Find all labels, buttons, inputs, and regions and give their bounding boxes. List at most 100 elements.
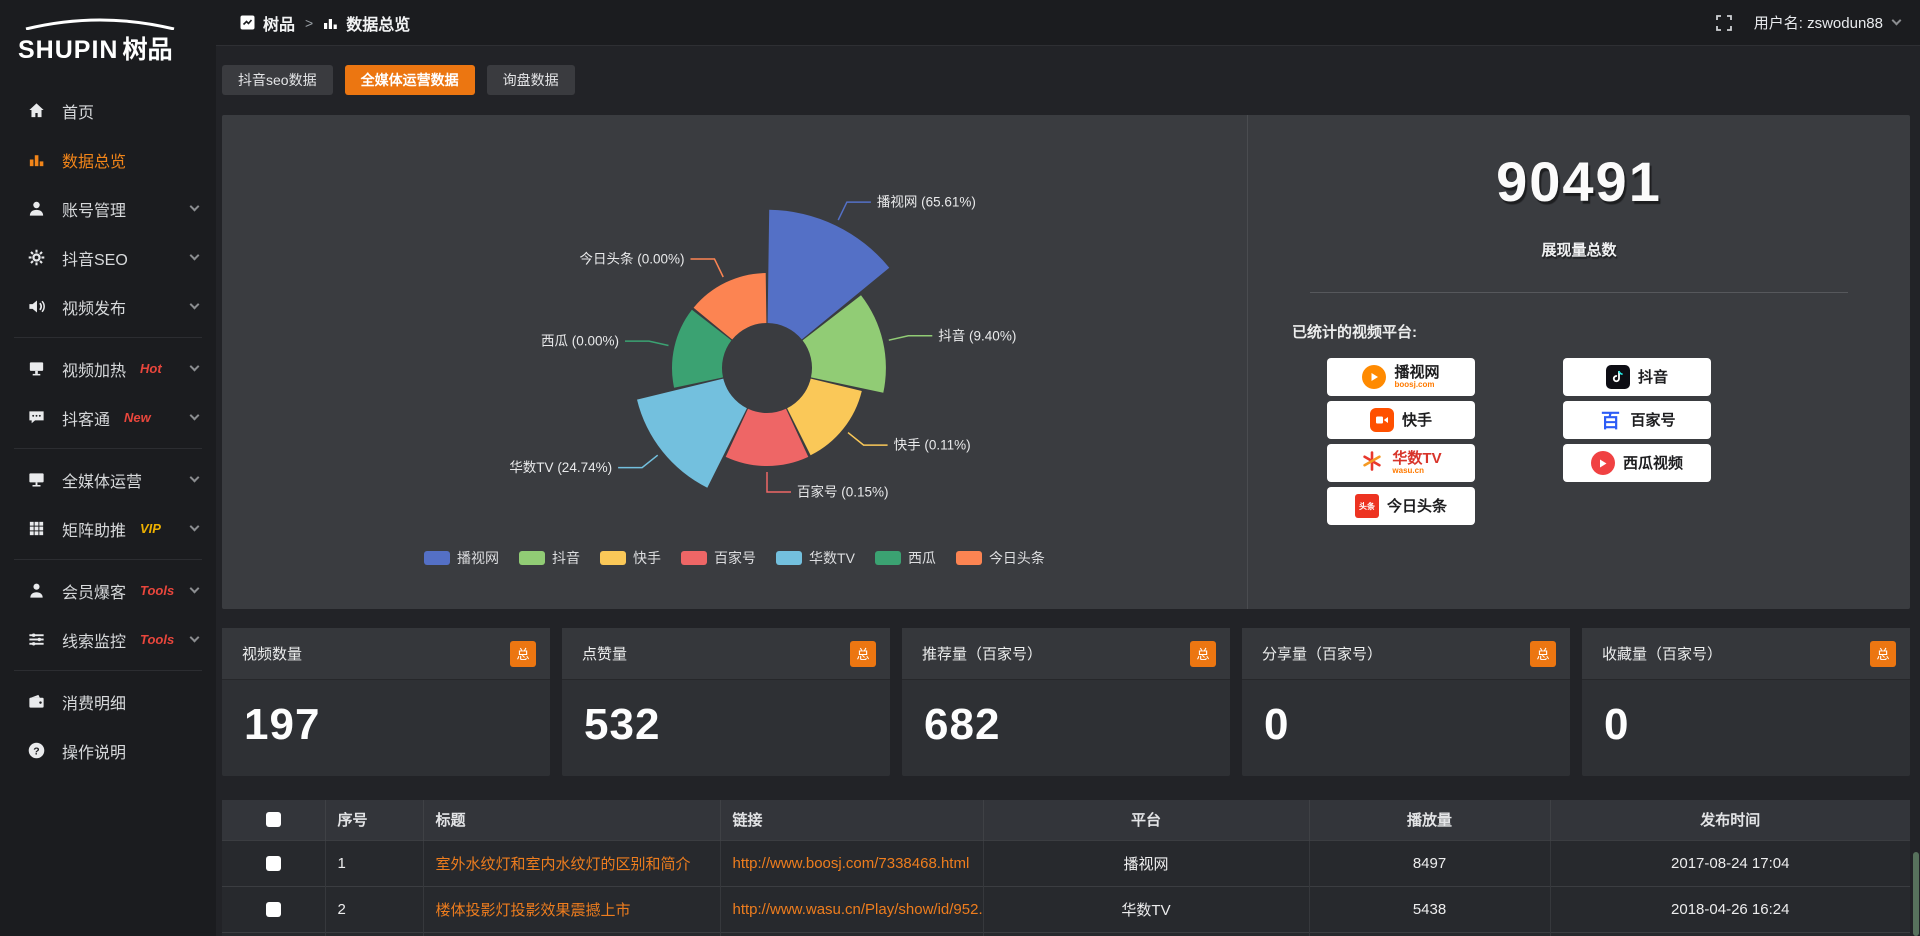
video-title-link[interactable]: 室外水纹灯和室内水纹灯的区别和简介 bbox=[423, 839, 721, 886]
fullscreen-icon[interactable] bbox=[1715, 14, 1732, 31]
chevron-down-icon bbox=[189, 632, 200, 643]
pie-label-line-快手 bbox=[847, 432, 888, 446]
tab-0[interactable]: 抖音seo数据 bbox=[222, 65, 333, 95]
platform-badge-百家号: 百百家号 bbox=[1563, 401, 1711, 439]
sidebar-item-label: 数据总览 bbox=[62, 153, 127, 171]
platform-name: 播视网 bbox=[1394, 364, 1440, 381]
breadcrumb-root[interactable]: 树品 bbox=[240, 11, 295, 35]
baijiahao-logo: 百 bbox=[1600, 411, 1620, 433]
sidebar-item-douyin-seo[interactable]: 抖音SEO bbox=[0, 233, 216, 282]
person-icon bbox=[26, 581, 46, 601]
legend-item-播视网[interactable]: 播视网 bbox=[424, 548, 499, 568]
sidebar-item-tag: Tools bbox=[140, 583, 175, 598]
pie-label-华数TV: 华数TV (24.74%) bbox=[509, 460, 612, 475]
page-scrollbar-thumb[interactable] bbox=[1913, 852, 1919, 936]
user-icon bbox=[26, 199, 46, 219]
content: 抖音seo数据 全媒体运营数据 询盘数据 播视网 (65.61%) 抖音 (9.40%… bbox=[216, 46, 1920, 936]
row-checkbox[interactable] bbox=[265, 901, 281, 917]
stat-card-title: 收藏量（百家号） bbox=[1602, 646, 1723, 663]
legend-item-快手[interactable]: 快手 bbox=[600, 548, 661, 568]
toutiao-logo: 头条 bbox=[1354, 494, 1379, 518]
row-plays: 8497 bbox=[1309, 839, 1551, 886]
legend-swatch bbox=[600, 551, 627, 565]
row-publish-time: 2017-08-24 17:04 bbox=[1550, 839, 1910, 886]
platform-name: 华数TV bbox=[1392, 450, 1442, 467]
platform-name-block: 抖音 bbox=[1638, 370, 1668, 385]
sidebar-item-account-manage[interactable]: 账号管理 bbox=[0, 184, 216, 233]
pie-label-今日头条: 今日头条 (0.00%) bbox=[579, 251, 684, 267]
sidebar-item-label: 操作说明 bbox=[62, 744, 127, 762]
stat-card-value: 682 bbox=[924, 700, 1001, 749]
legend-item-今日头条[interactable]: 今日头条 bbox=[955, 548, 1045, 568]
stat-card-header: 分享量（百家号） 总 bbox=[1242, 628, 1570, 680]
stat-card-header: 视频数量 总 bbox=[222, 628, 550, 680]
platform-name-block: 快手 bbox=[1402, 413, 1432, 428]
row-checkbox-cell bbox=[222, 885, 326, 932]
sidebar-item-matrix-boost[interactable]: 矩阵助推 VIP bbox=[0, 504, 216, 553]
tab-2[interactable]: 询盘数据 bbox=[486, 65, 575, 95]
home-icon bbox=[26, 101, 46, 121]
row-checkbox[interactable] bbox=[265, 855, 281, 871]
sidebar-item-member-baoke[interactable]: 会员爆客 Tools bbox=[0, 566, 216, 615]
stat-cards: 视频数量总 197 点赞量总 532 推荐量（百家号）总 682 分享量（百家号）总 0 收藏量… bbox=[222, 628, 1910, 776]
boosj-logo bbox=[1362, 365, 1387, 389]
platform-sub: boosj.com bbox=[1394, 380, 1435, 389]
video-url-link[interactable]: http://www.wasu.cn/Play/show/id/952... bbox=[720, 885, 984, 932]
legend-item-抖音[interactable]: 抖音 bbox=[519, 548, 580, 568]
page-scrollbar[interactable] bbox=[1913, 0, 1919, 936]
stat-card-total-badge: 总 bbox=[510, 640, 536, 667]
chevron-down-icon bbox=[1891, 15, 1902, 26]
breadcrumb-current[interactable]: 数据总览 bbox=[323, 11, 410, 35]
gear-icon bbox=[26, 248, 46, 268]
sidebar-item-video-heat[interactable]: 视频加热 Hot bbox=[0, 344, 216, 393]
sidebar-item-clue-monitor[interactable]: 线索监控 Tools bbox=[0, 615, 216, 664]
sidebar-item-consume-detail[interactable]: 消费明细 bbox=[0, 677, 216, 726]
sidebar-item-media-operation[interactable]: 全媒体运营 bbox=[0, 455, 216, 504]
sidebar-item-help[interactable]: ? 操作说明 bbox=[0, 726, 216, 775]
pie-label-line-今日头条 bbox=[690, 258, 724, 278]
empty-cell bbox=[720, 931, 984, 936]
video-url-link[interactable]: http://www.boosj.com/7338468.html bbox=[720, 839, 984, 886]
legend-swatch bbox=[955, 551, 982, 565]
stat-card-2: 推荐量（百家号） 总 682 bbox=[902, 628, 1230, 776]
stat-card-title: 视频数量 bbox=[242, 646, 303, 663]
sidebar-item-home[interactable]: 首页 bbox=[0, 86, 216, 135]
pie-label-line-西瓜 bbox=[625, 340, 669, 347]
platform-name-block: 西瓜视频 bbox=[1623, 456, 1683, 471]
tab-1[interactable]: 全媒体运营数据 bbox=[344, 65, 475, 95]
sidebar-item-video-publish[interactable]: 视频发布 bbox=[0, 282, 216, 331]
platform-name: 百家号 bbox=[1630, 411, 1676, 429]
legend-item-华数TV[interactable]: 华数TV bbox=[776, 548, 855, 568]
row-index: 1 bbox=[325, 839, 424, 886]
user-menu[interactable]: 用户名: zswodun88 bbox=[1754, 12, 1902, 33]
app-square-icon bbox=[240, 15, 255, 30]
table-row: 2 楼体投影灯投影效果震撼上市 http://www.wasu.cn/Play/sh… bbox=[222, 885, 1910, 932]
sidebar-item-label: 会员爆客 bbox=[62, 584, 127, 602]
platform-name-block: 华数TV wasu.cn bbox=[1392, 451, 1441, 475]
rose-chart: 播视网 (65.61%) 抖音 (9.40%) 快手 (0.11%) 百家号 (0.1… bbox=[509, 195, 1016, 500]
sidebar-item-data-overview[interactable]: 数据总览 bbox=[0, 135, 216, 184]
platform-sub: wasu.cn bbox=[1392, 466, 1424, 475]
video-title-link[interactable]: 楼体投影灯投影效果震撼上市 bbox=[423, 885, 721, 932]
sidebar-item-tag: Hot bbox=[140, 361, 162, 376]
breadcrumb-root-label: 树品 bbox=[263, 16, 296, 34]
svg-text:?: ? bbox=[33, 746, 39, 757]
sidebar-item-label: 抖音SEO bbox=[62, 251, 128, 269]
platform-column-2: 抖音百百家号西瓜视频 bbox=[1563, 358, 1711, 525]
platform-grid: 播视网 boosj.com 快手华数TV wasu.cn 头条 今日头条 抖音百百家号西瓜视… bbox=[1327, 358, 1910, 525]
stat-card-value: 0 bbox=[1604, 700, 1630, 749]
sidebar-item-label: 线索监控 bbox=[62, 633, 127, 651]
legend-label: 播视网 bbox=[457, 550, 500, 566]
pie-label-line-百家号 bbox=[766, 472, 791, 493]
legend-swatch bbox=[519, 551, 546, 565]
column-header-平台: 平台 bbox=[983, 800, 1310, 840]
legend-item-西瓜[interactable]: 西瓜 bbox=[874, 548, 936, 568]
sidebar-item-douketong[interactable]: 抖客通 New bbox=[0, 393, 216, 442]
sidebar-item-label: 视频发布 bbox=[62, 300, 127, 318]
douyin-logo bbox=[1605, 365, 1630, 389]
legend-item-百家号[interactable]: 百家号 bbox=[681, 548, 756, 568]
breadcrumb-separator: > bbox=[305, 14, 314, 31]
platform-name-block: 今日头条 bbox=[1387, 499, 1447, 514]
row-plays: 5438 bbox=[1309, 885, 1551, 932]
select-all-checkbox[interactable] bbox=[265, 812, 281, 828]
